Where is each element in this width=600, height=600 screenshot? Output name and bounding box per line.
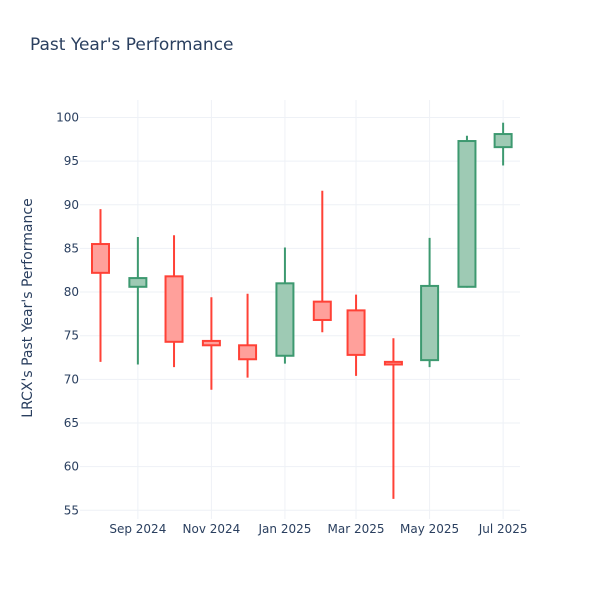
candle xyxy=(164,235,184,368)
candle xyxy=(238,293,258,378)
y-tick-label: 80 xyxy=(64,285,79,299)
x-tick-label: Jul 2025 xyxy=(478,522,528,536)
candle-body xyxy=(128,277,148,288)
y-axis-title: LRCX's Past Year's Performance xyxy=(20,198,36,417)
y-tick-label: 60 xyxy=(64,460,79,474)
grid-layer xyxy=(80,100,520,519)
candle xyxy=(201,297,221,390)
x-tick-label: May 2025 xyxy=(400,522,459,536)
candle-layer xyxy=(90,122,513,499)
candle-body xyxy=(493,133,513,149)
y-tick-label: 75 xyxy=(64,329,79,343)
x-tick-label: Jan 2025 xyxy=(258,522,312,536)
candle-body xyxy=(420,284,440,362)
x-tick-label: Sep 2024 xyxy=(109,522,166,536)
candle-body xyxy=(312,300,332,321)
y-tick-label: 95 xyxy=(64,154,79,168)
chart-title: Past Year's Performance xyxy=(30,35,234,55)
candle-body xyxy=(346,309,366,356)
y-tick-label: 70 xyxy=(64,372,79,386)
candle xyxy=(90,209,110,362)
y-tick-label: 100 xyxy=(56,110,79,124)
y-tick-label: 85 xyxy=(64,241,79,255)
candle-body xyxy=(238,344,258,361)
candle-body xyxy=(201,339,221,347)
candle xyxy=(128,237,148,365)
candle-body xyxy=(457,140,477,288)
candle xyxy=(457,135,477,288)
y-tick-label: 65 xyxy=(64,416,79,430)
y-tick-label: 90 xyxy=(64,198,79,212)
candle xyxy=(275,247,295,364)
candle xyxy=(420,237,440,368)
x-tick-label: Nov 2024 xyxy=(183,522,241,536)
y-tick-labels: 55 60 65 70 75 80 85 90 95 100 xyxy=(56,110,79,517)
y-tick-label: 55 xyxy=(64,503,79,517)
x-tick-labels: Sep 2024 Nov 2024 Jan 2025 Mar 2025 May 2025… xyxy=(109,522,527,536)
candle xyxy=(312,190,332,333)
candle-body xyxy=(275,282,295,357)
candle xyxy=(493,122,513,166)
candle-body xyxy=(90,243,110,274)
candle xyxy=(346,294,366,376)
candle xyxy=(383,338,403,499)
candle-body xyxy=(164,275,184,343)
x-tick-label: Mar 2025 xyxy=(328,522,385,536)
candle-body xyxy=(383,360,403,366)
